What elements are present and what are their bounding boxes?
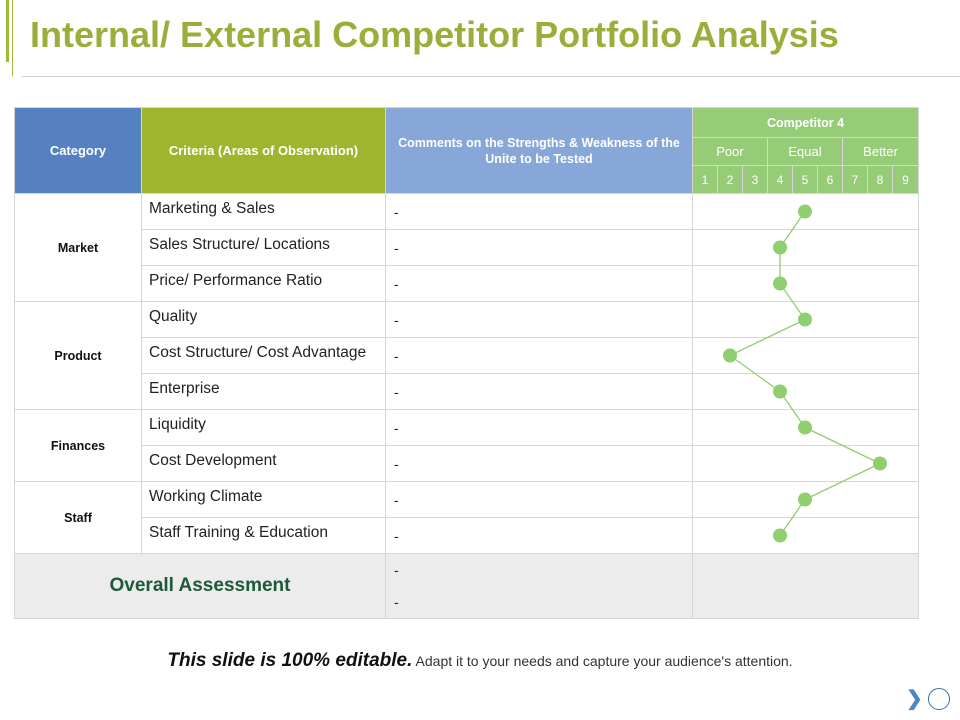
rating-cell [691,445,920,482]
criteria-cell: Sales Structure/ Locations [141,229,386,266]
overall-comments: - - [385,553,693,619]
category-staff: Staff [14,481,142,554]
overall-rating-cell [691,553,920,619]
table-row: Price/ Performance Ratio - [15,265,920,302]
table-row: Market Marketing & Sales - [14,193,920,302]
header-competitor: Competitor 4 [691,107,920,138]
comment-cell: - [385,193,693,230]
criteria-cell: Price/ Performance Ratio [141,265,386,302]
criteria-cell: Working Climate [141,481,386,518]
overall-comment: - [394,562,399,578]
comment-cell: - [385,517,693,554]
rating-cell [691,409,920,446]
header-comments: Comments on the Strengths & Weakness of … [385,107,693,194]
comment-cell: - [385,301,693,338]
overall-comment: - [394,594,399,610]
comment-cell: - [385,373,693,410]
criteria-cell: Marketing & Sales [141,193,386,230]
criteria-cell: Staff Training & Education [141,517,386,554]
table-row: Cost Development - [15,445,920,482]
comment-cell: - [385,409,693,446]
scale-number: 1 [692,165,718,194]
rating-cell [691,193,920,230]
scale-number: 3 [742,165,768,194]
overall-row: Overall Assessment - - [14,553,920,619]
rating-cell [691,373,920,410]
rating-cell [691,337,920,374]
title-accent-bar [6,0,9,62]
scale-number: 7 [842,165,868,194]
header-scale-poor: Poor [692,137,768,166]
comment-cell: - [385,481,693,518]
scale-number: 8 [867,165,893,194]
header-criteria: Criteria (Areas of Observation) [141,107,386,194]
circle-icon[interactable] [928,688,950,710]
comment-cell: - [385,445,693,482]
table-row: Cost Structure/ Cost Advantage - [15,337,920,374]
title-accent-line [12,0,13,76]
table-row: Product Quality - [14,301,920,410]
title-divider [22,76,960,77]
scale-number: 9 [891,165,920,194]
criteria-cell: Liquidity [141,409,386,446]
competitor-analysis-table: Category Criteria (Areas of Observation)… [14,107,920,619]
table-row: Staff Working Climate - [14,481,920,554]
rating-cell [691,265,920,302]
footer-note: This slide is 100% editable. Adapt it to… [0,650,960,672]
category-market: Market [14,193,142,302]
comment-cell: - [385,265,693,302]
category-finances: Finances [14,409,142,482]
header-scale-equal: Equal [767,137,843,166]
category-product: Product [14,301,142,410]
criteria-cell: Cost Structure/ Cost Advantage [141,337,386,374]
next-chevron-icon[interactable]: ❯ [906,688,923,710]
header-scale-better: Better [841,137,920,166]
criteria-cell: Cost Development [141,445,386,482]
comment-cell: - [385,229,693,266]
rating-cell [691,301,920,338]
page-title: Internal/ External Competitor Portfolio … [30,14,839,55]
header-category: Category [14,107,142,194]
criteria-cell: Enterprise [141,373,386,410]
footer-strong-text: This slide is 100% editable. [167,650,413,671]
scale-number: 5 [792,165,818,194]
scale-number: 6 [817,165,843,194]
table-row: Finances Liquidity - [14,409,920,482]
comment-cell: - [385,337,693,374]
scale-number: 2 [717,165,743,194]
table-row: Sales Structure/ Locations - [15,229,920,266]
rating-cell [691,229,920,266]
table-row: Staff Training & Education - [15,517,920,554]
footer-rest-text: Adapt it to your needs and capture your … [415,653,793,669]
overall-assessment-label: Overall Assessment [14,553,386,619]
rating-cell [691,481,920,518]
rating-cell [691,517,920,554]
scale-number: 4 [767,165,793,194]
criteria-cell: Quality [141,301,386,338]
table-row: Enterprise - [15,373,920,410]
